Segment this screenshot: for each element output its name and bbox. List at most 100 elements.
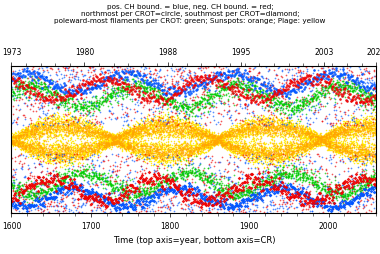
Point [122, 136, 128, 140]
Point [130, 77, 136, 81]
Point [105, 136, 111, 140]
Point [55, 153, 62, 157]
Point [279, 147, 285, 151]
Point [93, 152, 100, 156]
Point [340, 198, 347, 202]
Point [353, 129, 359, 133]
Point [216, 135, 222, 139]
Point [46, 160, 52, 164]
Point [271, 185, 277, 189]
Point [64, 66, 70, 70]
Point [46, 192, 52, 196]
Point [136, 149, 142, 153]
Point [199, 196, 205, 200]
Point [252, 128, 258, 132]
Point [186, 184, 192, 188]
Point [151, 131, 157, 135]
Point [194, 126, 200, 130]
Point [8, 140, 14, 144]
Point [353, 116, 359, 120]
Point [214, 194, 220, 198]
Point [103, 138, 109, 142]
Point [179, 103, 185, 107]
Point [288, 161, 294, 165]
Point [352, 143, 358, 147]
Point [241, 185, 247, 189]
Point [75, 147, 81, 151]
Point [209, 132, 215, 136]
Point [163, 98, 169, 102]
Point [227, 149, 233, 153]
Point [363, 148, 369, 152]
Point [271, 179, 277, 183]
Point [237, 148, 243, 152]
Point [218, 141, 224, 145]
Point [245, 126, 252, 130]
Point [325, 142, 331, 146]
Point [122, 67, 128, 71]
Point [188, 80, 194, 84]
Point [235, 194, 241, 198]
Point [109, 137, 116, 141]
Point [262, 116, 268, 120]
Point [220, 132, 226, 136]
Point [366, 156, 372, 160]
Point [188, 124, 194, 129]
Point [164, 99, 170, 103]
Point [58, 99, 64, 103]
Point [31, 142, 37, 146]
Point [74, 128, 81, 132]
Point [198, 191, 204, 195]
Point [61, 206, 67, 210]
Point [47, 121, 53, 125]
Point [352, 190, 358, 194]
Point [244, 155, 250, 159]
Point [218, 88, 224, 92]
Point [81, 153, 87, 157]
Point [137, 125, 143, 130]
Point [217, 196, 223, 200]
Point [208, 180, 214, 184]
Point [220, 205, 226, 210]
Point [133, 139, 139, 144]
Point [283, 186, 289, 190]
Point [244, 153, 250, 157]
Point [164, 153, 170, 157]
Point [231, 150, 237, 154]
Point [243, 186, 249, 190]
Point [310, 202, 317, 206]
Point [213, 192, 219, 196]
Point [141, 123, 147, 127]
Point [169, 81, 175, 85]
Point [326, 129, 332, 133]
Point [48, 130, 54, 134]
Point [355, 105, 361, 109]
Point [148, 120, 154, 124]
Point [215, 133, 221, 137]
Point [83, 123, 89, 127]
Point [8, 72, 14, 76]
Point [279, 68, 285, 72]
Point [60, 97, 66, 101]
Point [161, 179, 167, 183]
Point [153, 163, 159, 167]
Point [181, 127, 187, 131]
Point [53, 146, 59, 150]
Point [62, 149, 68, 153]
Point [193, 150, 200, 154]
Point [86, 194, 92, 198]
Point [72, 172, 78, 176]
Point [226, 134, 233, 138]
Point [349, 123, 355, 127]
Point [28, 135, 34, 139]
Point [211, 134, 217, 138]
Point [345, 133, 351, 137]
Point [343, 130, 349, 134]
Point [99, 142, 105, 146]
Point [164, 96, 170, 100]
Point [252, 144, 258, 148]
Point [63, 174, 69, 178]
Point [177, 143, 183, 147]
Point [204, 145, 211, 149]
Point [172, 126, 178, 131]
